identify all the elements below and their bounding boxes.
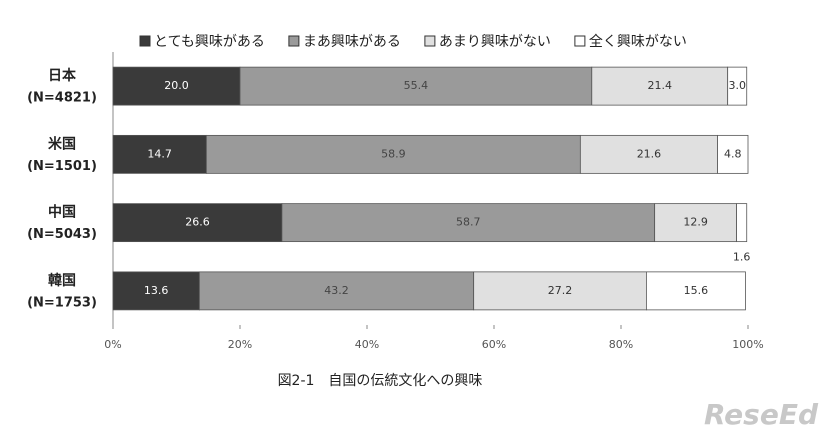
value-label: 3.0 <box>728 79 746 92</box>
x-tick-label: 40% <box>355 338 379 351</box>
x-tick-label: 80% <box>609 338 633 351</box>
value-label: 12.9 <box>683 216 708 229</box>
category-label: 米国 <box>48 135 76 152</box>
bar-segment <box>112 203 283 243</box>
bar-segment <box>579 134 718 174</box>
value-label: 15.6 <box>684 284 709 297</box>
legend-swatch <box>288 35 300 47</box>
bar-segment <box>112 66 241 106</box>
legend-swatch <box>574 35 586 47</box>
x-tick-label: 60% <box>482 338 506 351</box>
x-tick-label: 0% <box>104 338 121 351</box>
x-tick-label: 20% <box>228 338 252 351</box>
value-label: 58.7 <box>456 216 481 229</box>
category-note: (N=4821) <box>27 91 97 106</box>
bar-segment <box>239 66 593 106</box>
category-label: 日本 <box>48 67 77 84</box>
value-label: 4.8 <box>724 147 742 160</box>
value-label: 55.4 <box>404 79 429 92</box>
bar-segment <box>646 271 746 311</box>
value-label: 21.6 <box>637 147 662 160</box>
bar-segment <box>717 134 749 174</box>
category-note: (N=5043) <box>27 227 97 242</box>
x-tick-label: 100% <box>732 338 763 351</box>
value-label: 14.7 <box>147 147 172 160</box>
bar-segment <box>205 134 581 174</box>
bar-segment <box>591 66 729 106</box>
watermark: ReseEd <box>704 398 819 431</box>
value-label: 1.6 <box>733 251 751 264</box>
value-label: 58.9 <box>381 147 406 160</box>
bar-segment <box>112 271 200 311</box>
value-label: 27.2 <box>548 284 573 297</box>
category-note: (N=1501) <box>27 159 97 174</box>
bar-segment <box>281 203 656 243</box>
bar-segment <box>473 271 647 311</box>
bar-segment <box>727 66 748 106</box>
bar-segment <box>736 203 748 243</box>
category-label: 韓国 <box>48 272 76 289</box>
legend-swatch <box>424 35 436 47</box>
category-label: 中国 <box>48 204 76 221</box>
bar-segment <box>112 134 207 174</box>
value-label: 26.6 <box>185 216 210 229</box>
legend-label: まあ興味がある <box>303 34 401 50</box>
bar-segment <box>198 271 475 311</box>
legend-label: あまり興味がない <box>439 34 551 50</box>
value-label: 13.6 <box>144 284 169 297</box>
value-label: 21.4 <box>647 79 672 92</box>
legend-swatch <box>139 35 151 47</box>
value-label: 43.2 <box>324 284 349 297</box>
legend-label: 全く興味がない <box>589 33 687 50</box>
legend-label: とても興味がある <box>154 34 265 50</box>
category-note: (N=1753) <box>27 295 97 310</box>
bar-segment <box>654 203 737 243</box>
value-label: 20.0 <box>164 79 189 92</box>
caption: 図2-1 自国の伝統文化への興味 <box>278 373 483 389</box>
